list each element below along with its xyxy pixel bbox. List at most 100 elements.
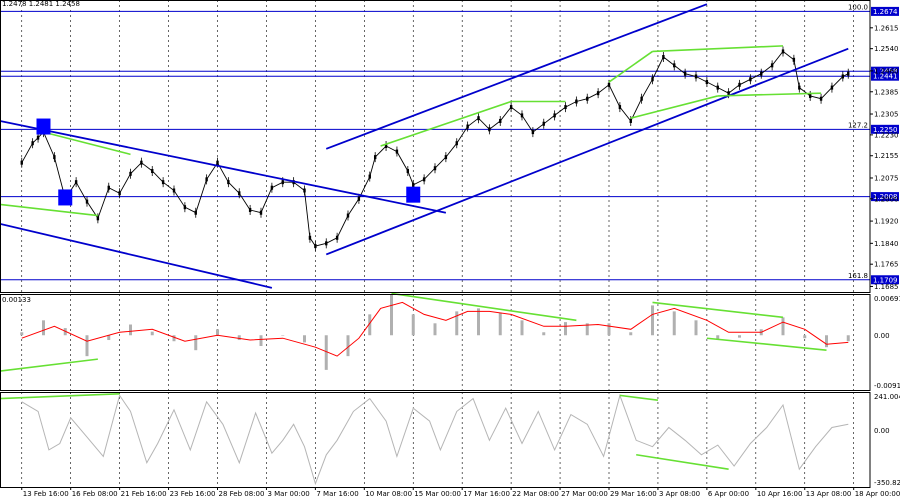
x-tick-label: 22 Mar 08:00 <box>512 490 559 498</box>
price-candle <box>770 63 774 68</box>
x-tick-label: 27 Mar 00:00 <box>561 490 608 498</box>
level-price-label: 1.2441 <box>873 73 898 81</box>
macd-signal-line <box>21 301 849 357</box>
price-candle <box>205 177 208 182</box>
macd-bar <box>259 335 263 346</box>
horizontal-levels: 100.0 127.2 161.8 <box>0 3 870 281</box>
level-price-box <box>871 6 899 16</box>
channel-lines <box>0 3 849 289</box>
price-candle <box>662 55 665 60</box>
macd-bar <box>542 332 546 336</box>
price-candle <box>542 121 545 126</box>
green-trend-line <box>652 45 784 53</box>
level-price-label: 1.2674 <box>873 8 898 16</box>
price-candle <box>194 210 197 215</box>
y-tick-label: 1.1685 <box>874 283 899 291</box>
price-candle <box>346 213 350 218</box>
channel-line <box>325 47 849 256</box>
price-candle <box>738 82 741 87</box>
cci-y-tick-label: -350.822 <box>874 479 900 487</box>
pane-border-price <box>0 0 871 293</box>
x-tick-label: 6 Apr 00:00 <box>708 490 749 498</box>
x-tick-label: 10 Mar 08:00 <box>365 490 412 498</box>
macd-bar <box>42 320 45 336</box>
price-candle <box>455 141 458 146</box>
price-line <box>21 50 849 247</box>
macd-bar <box>738 335 741 338</box>
price-candle <box>183 205 187 210</box>
macd-bar <box>281 335 285 336</box>
macd-bar <box>564 322 567 336</box>
price-candle <box>308 235 312 240</box>
y-tick-label: 1.1920 <box>874 218 899 226</box>
macd-bar <box>129 324 132 336</box>
level-price-box <box>871 66 899 76</box>
fibo-label: 100.0 <box>848 3 868 11</box>
price-candle <box>96 216 100 221</box>
price-candle <box>107 185 110 190</box>
price-candle <box>607 82 611 87</box>
green-trend-line <box>608 50 653 83</box>
pane-border-macd <box>0 294 871 391</box>
price-candle <box>433 166 437 171</box>
price-candle <box>716 85 719 90</box>
x-tick-label: 21 Feb 16:00 <box>121 490 167 498</box>
price-candle <box>270 185 274 190</box>
green-trend-line <box>630 95 718 119</box>
level-price-box <box>871 192 899 202</box>
macd-bar <box>85 335 89 357</box>
y-tick-label: 1.2305 <box>874 111 899 119</box>
macd-bar <box>303 335 306 343</box>
y-tick-label: 1.2075 <box>874 174 899 182</box>
x-tick-label: 18 Apr 00:00 <box>855 490 900 498</box>
price-candle <box>373 155 377 160</box>
macd-bar <box>694 320 698 336</box>
price-candle <box>640 96 643 101</box>
macd-bar <box>803 335 807 339</box>
level-price-label: 1.1709 <box>873 276 898 284</box>
macd-bar <box>216 329 219 336</box>
macd-green-trend-line <box>652 301 784 319</box>
price-candle <box>651 77 654 82</box>
macd-bar <box>672 311 676 336</box>
macd-bar <box>237 335 241 341</box>
square-marker <box>58 189 73 206</box>
macd-bar <box>150 331 154 336</box>
macd-bar <box>20 332 24 336</box>
y-tick-label: 1.2230 <box>874 131 899 139</box>
price-candle <box>85 199 89 204</box>
macd-y-tick-label: 0.00691 <box>874 295 900 303</box>
y-tick-label: 1.2540 <box>874 45 899 53</box>
price-candle <box>798 85 801 90</box>
y-tick-label: 1.1765 <box>874 261 899 269</box>
y-tick-label: 1.1840 <box>874 240 899 248</box>
price-candle <box>466 124 469 129</box>
price-candle <box>564 105 567 110</box>
price-candle <box>422 177 426 182</box>
level-price-label: 1.2458 <box>873 68 898 76</box>
price-candle <box>819 96 823 101</box>
cci-y-tick-label: 241.0049 <box>874 393 900 401</box>
green-trend-line <box>0 203 98 217</box>
macd-green-trend-line <box>0 358 98 372</box>
x-tick-label: 3 Mar 00:00 <box>267 490 309 498</box>
cci-indicator <box>0 392 849 486</box>
cci-green-trend-line <box>0 392 120 400</box>
price-candle <box>161 180 165 185</box>
price-candle <box>596 91 600 96</box>
price-candle <box>586 96 589 101</box>
pane-border-cci <box>0 392 871 488</box>
y-tick-label: 1.2615 <box>874 24 899 32</box>
price-candle <box>520 113 524 118</box>
channel-line <box>0 222 273 289</box>
price-candle <box>335 235 339 240</box>
price-candle <box>74 180 78 185</box>
price-candle <box>20 160 23 165</box>
price-candle <box>118 191 121 196</box>
price-candle <box>760 71 763 76</box>
macd-value-label: 0.00133 <box>2 296 31 304</box>
price-series <box>20 46 850 252</box>
price-candle <box>477 116 480 121</box>
macd-bar <box>520 320 524 336</box>
